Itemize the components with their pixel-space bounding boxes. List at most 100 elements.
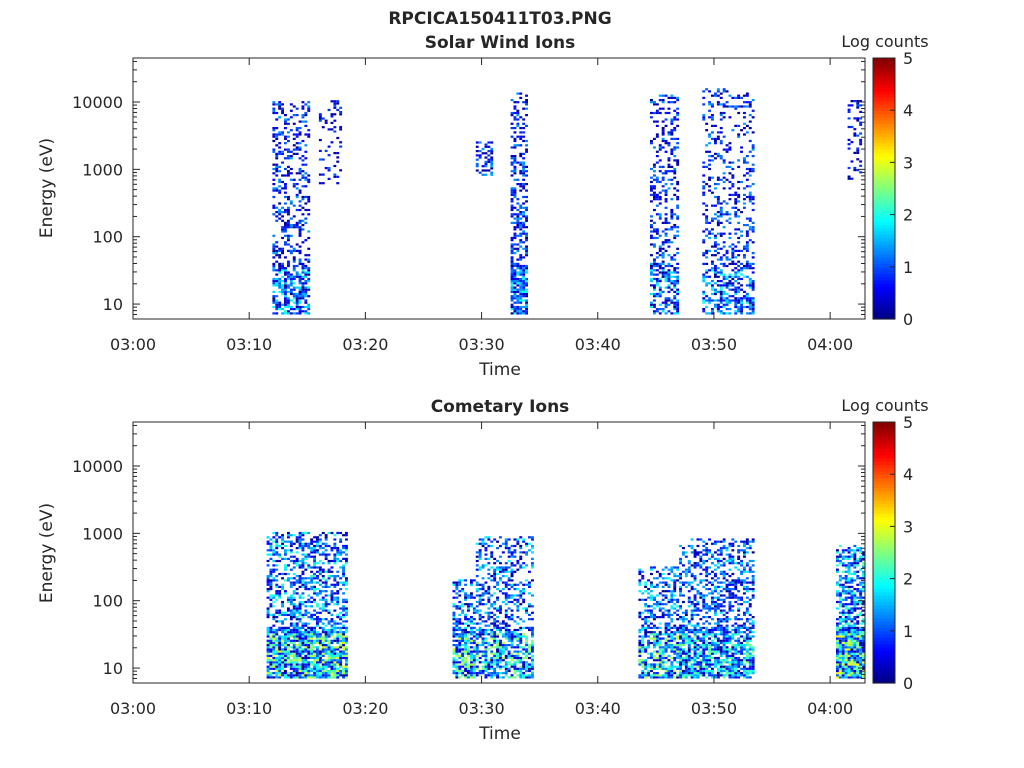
colorbar-segment (873, 299, 895, 304)
heatmap-cell (641, 659, 645, 662)
heatmap-cell (339, 538, 343, 541)
heatmap-cell (475, 674, 479, 677)
heatmap-cell (719, 92, 723, 95)
heatmap-cell (330, 583, 334, 586)
heatmap-cell (472, 656, 476, 660)
heatmap-cell (289, 226, 293, 229)
heatmap-cell (661, 290, 665, 293)
heatmap-cell (342, 583, 345, 586)
heatmap-cell (519, 144, 523, 147)
heatmap-cell (745, 301, 749, 304)
heatmap-cell (287, 275, 290, 278)
heatmap-cell (693, 635, 697, 638)
heatmap-cell (719, 312, 723, 315)
heatmap-cell (295, 588, 299, 591)
heatmap-cell (496, 566, 499, 569)
heatmap-cell (278, 609, 282, 612)
heatmap-cell (461, 628, 465, 632)
heatmap-cell (467, 665, 470, 668)
heatmap-cell (289, 555, 293, 558)
heatmap-cell (464, 613, 467, 616)
heatmap-cell (513, 305, 517, 309)
heatmap-cell (714, 267, 717, 270)
heatmap-cell (705, 659, 709, 662)
heatmap-cell (484, 553, 488, 556)
heatmap-cell (496, 648, 499, 651)
heatmap-cell (289, 292, 293, 296)
heatmap-cell (301, 297, 305, 300)
heatmap-cell (670, 669, 674, 673)
heatmap-cell (458, 579, 462, 582)
heatmap-cell (298, 200, 302, 203)
heatmap-cell (658, 247, 662, 250)
heatmap-cell (307, 600, 311, 604)
heatmap-cell (504, 646, 508, 649)
heatmap-cell (658, 648, 662, 651)
heatmap-cell (345, 635, 348, 638)
heatmap-cell (295, 633, 299, 636)
heatmap-cell (661, 273, 665, 276)
heatmap-cell (269, 538, 273, 541)
heatmap-cell (507, 607, 511, 610)
heatmap-cell (289, 628, 293, 632)
heatmap-cell (336, 156, 340, 159)
heatmap-cell (676, 312, 680, 315)
heatmap-cell (734, 280, 738, 283)
heatmap-cell (655, 230, 659, 233)
heatmap-cell (298, 674, 302, 677)
heatmap-cell (679, 654, 682, 657)
heatmap-cell (281, 292, 284, 296)
heatmap-cell (719, 292, 723, 296)
heatmap-cell (722, 180, 726, 184)
heatmap-cell (859, 117, 863, 120)
heatmap-cell (702, 103, 706, 106)
heatmap-cell (510, 633, 514, 636)
heatmap-cell (316, 672, 319, 675)
heatmap-cell (676, 618, 680, 621)
heatmap-cell (708, 150, 711, 153)
heatmap-cell (490, 631, 494, 634)
heatmap-cell (676, 667, 680, 670)
heatmap-cell (655, 585, 659, 588)
heatmap-cell (734, 267, 738, 270)
heatmap-cell (269, 572, 273, 576)
heatmap-cell (464, 646, 467, 649)
heatmap-cell (705, 88, 709, 91)
heatmap-cell (504, 648, 508, 651)
heatmap-cell (664, 217, 668, 220)
heatmap-cell (333, 596, 337, 599)
heatmap-cell (316, 544, 319, 548)
heatmap-cell (310, 661, 314, 664)
heatmap-cell (658, 262, 662, 265)
heatmap-cell (295, 611, 299, 614)
heatmap-cell (661, 665, 665, 668)
heatmap-cell (531, 641, 534, 645)
heatmap-cell (525, 303, 528, 306)
heatmap-cell (670, 280, 674, 283)
heatmap-cell (324, 648, 328, 651)
heatmap-cell (272, 570, 276, 573)
heatmap-cell (292, 663, 296, 666)
colorbar-segment (873, 146, 895, 150)
heatmap-cell (470, 674, 473, 677)
heatmap-cell (284, 127, 287, 130)
heatmap-cell (475, 583, 479, 586)
heatmap-cell (731, 193, 735, 196)
heatmap-cell (705, 221, 709, 224)
heatmap-cell (507, 547, 511, 550)
heatmap-cell (743, 111, 746, 115)
heatmap-cell (281, 303, 284, 306)
heatmap-cell (647, 620, 650, 623)
heatmap-cell (728, 116, 732, 119)
heatmap-cell (272, 618, 276, 621)
heatmap-cell (345, 661, 348, 664)
heatmap-cell (452, 633, 456, 636)
heatmap-cell (310, 570, 314, 573)
heatmap-cell (464, 596, 467, 599)
heatmap-cell (313, 635, 316, 638)
heatmap-cell (304, 581, 308, 584)
heatmap-cell (716, 202, 720, 205)
heatmap-cell (653, 305, 656, 309)
heatmap-cell (278, 267, 282, 270)
heatmap-cell (298, 654, 302, 657)
